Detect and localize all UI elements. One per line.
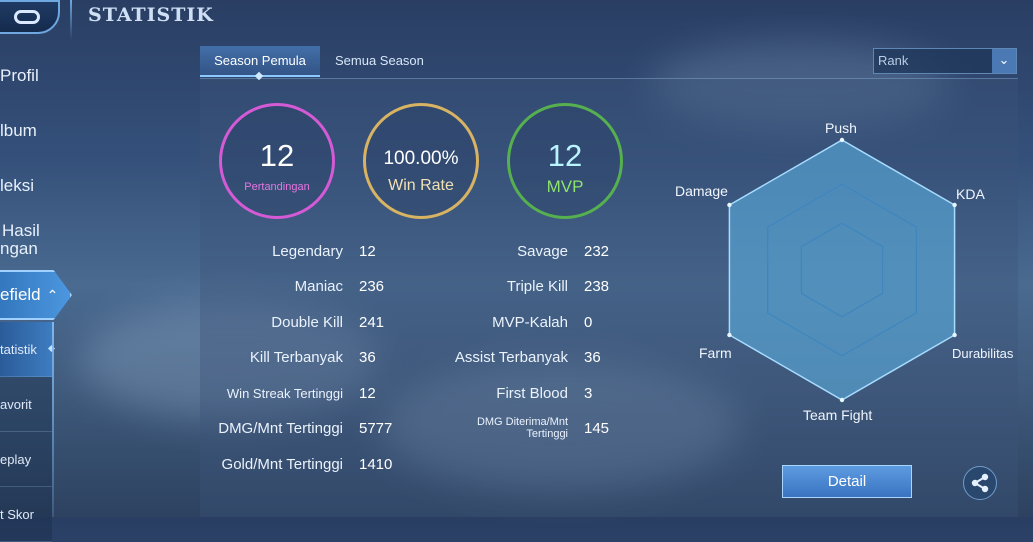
header-divider <box>70 0 72 40</box>
stat-value-legendary: 12 <box>359 243 376 260</box>
stat-value-gold-mnt: 1410 <box>359 456 393 473</box>
win-rate-value: 100.00% <box>383 148 459 169</box>
mvp-label: MVP <box>546 177 584 196</box>
chevron-down-icon[interactable]: ⌄ <box>992 49 1016 73</box>
sub-item-label: eplay <box>0 451 32 467</box>
stat-label-win-streak: Win Streak Tertinggi <box>226 386 343 401</box>
back-button[interactable] <box>0 0 60 34</box>
radar-svg <box>727 137 957 403</box>
stat-label-assist-terbanyak: Assist Terbanyak <box>454 349 568 366</box>
radar-value-area <box>728 139 956 401</box>
radar-vertex-5 <box>727 202 732 208</box>
sidebar-sub-divider <box>52 322 54 517</box>
sidebar-sub-list: tatistik avorit eplay t Skor <box>0 322 56 542</box>
radar-chart: Push KDA Durabilitas Team Fight Farm Dam… <box>660 110 1030 430</box>
matches-value: 12 <box>259 138 295 173</box>
stat-value-mvp-kalah: 0 <box>584 314 593 331</box>
radar-label-durabilitas: Durabilitas <box>952 346 1014 361</box>
stat-label-dmg-mnt: DMG/Mnt Tertinggi <box>218 420 343 437</box>
sub-item-statistik[interactable]: tatistik <box>0 322 56 377</box>
radar-vertex-2 <box>952 332 957 338</box>
sidebar-active-label: efield <box>0 285 41 304</box>
stat-value-double-kill: 241 <box>359 314 385 331</box>
radar-label-push: Push <box>825 120 857 136</box>
radar-vertex-0 <box>839 137 845 143</box>
stat-label-gold-mnt: Gold/Mnt Tertinggi <box>221 456 343 473</box>
season-tabs: Season Pemula Semua Season <box>200 46 1018 81</box>
detail-button[interactable]: Detail <box>782 465 912 498</box>
tab-semua-season[interactable]: Semua Season <box>325 46 434 77</box>
sidebar-item-profil[interactable]: Profil <box>0 66 39 85</box>
back-icon <box>14 10 40 24</box>
sidebar-item-hasil-line1[interactable]: Hasil <box>2 221 40 240</box>
radar-vertex-4 <box>727 332 732 338</box>
chevron-up-icon: ⌃ <box>46 286 59 303</box>
matches-circle: 12 Pertandingan <box>219 103 335 219</box>
stat-value-kill-terbanyak: 36 <box>359 349 376 366</box>
stat-label-triple-kill: Triple Kill <box>506 278 568 295</box>
tab-season-pemula[interactable]: Season Pemula <box>200 46 320 81</box>
stat-value-dmg-diterima: 145 <box>584 420 610 437</box>
rank-dropdown[interactable]: Rank ⌄ <box>873 48 1017 74</box>
radar-label-damage: Damage <box>675 183 728 199</box>
sub-item-label: avorit <box>0 396 32 412</box>
stat-value-assist-terbanyak: 36 <box>584 349 601 366</box>
stat-value-dmg-mnt: 5777 <box>359 420 393 437</box>
tab-label: Season Pemula <box>214 53 306 68</box>
sub-item-skor[interactable]: t Skor <box>0 487 52 542</box>
stat-value-maniac: 236 <box>359 278 385 295</box>
radar-label-farm: Farm <box>699 345 732 361</box>
sub-item-label: t Skor <box>0 506 34 522</box>
radar-label-kda: KDA <box>956 186 985 202</box>
stat-label-kill-terbanyak: Kill Terbanyak <box>249 349 343 366</box>
sidebar: Profil lbum leksi Hasil ngan <box>0 40 60 517</box>
tab-active-marker-icon <box>254 71 264 81</box>
share-icon <box>971 473 989 493</box>
sidebar-item-battlefield[interactable]: efield ⌃ <box>0 270 72 320</box>
radar-vertex-3 <box>839 397 845 403</box>
stat-value-triple-kill: 238 <box>584 278 610 295</box>
sidebar-item-hasil-line2[interactable]: ngan <box>0 239 38 258</box>
radar-label-team-fight: Team Fight <box>803 407 873 423</box>
mvp-value: 12 <box>547 138 583 173</box>
stat-label-savage: Savage <box>517 243 568 260</box>
sidebar-item-koleksi[interactable]: leksi <box>0 176 35 195</box>
win-rate-label: Win Rate <box>388 177 454 194</box>
radar-grid-ring-0 <box>767 183 917 357</box>
stat-value-first-blood: 3 <box>584 385 593 402</box>
stat-value-win-streak: 12 <box>359 385 376 402</box>
sub-item-label: tatistik <box>0 341 37 357</box>
page-title: STATISTIK <box>88 4 214 26</box>
radar-vertex-1 <box>952 202 957 208</box>
win-rate-circle: 100.00% Win Rate <box>363 103 479 219</box>
radar-grid-ring-1 <box>800 222 884 318</box>
stat-label-maniac: Maniac <box>294 278 343 295</box>
matches-label: Pertandingan <box>244 181 310 193</box>
mvp-circle: 12 MVP <box>507 103 623 219</box>
stat-label-first-blood: First Blood <box>496 385 568 402</box>
stat-value-savage: 232 <box>584 243 610 260</box>
sidebar-item-album[interactable]: lbum <box>0 121 37 140</box>
stat-label-double-kill: Double Kill <box>271 314 343 331</box>
stat-label-legendary: Legendary <box>272 243 343 260</box>
stat-label-mvp-kalah: MVP-Kalah <box>492 314 568 331</box>
share-button[interactable] <box>963 466 997 500</box>
sub-item-replay[interactable]: eplay <box>0 432 52 487</box>
rank-dropdown-value: Rank <box>878 53 909 68</box>
sub-item-favorit[interactable]: avorit <box>0 377 52 432</box>
tab-label: Semua Season <box>335 53 424 68</box>
stat-label-dmg-diterima: DMG Diterima/Mnt Tertinggi <box>476 416 568 440</box>
